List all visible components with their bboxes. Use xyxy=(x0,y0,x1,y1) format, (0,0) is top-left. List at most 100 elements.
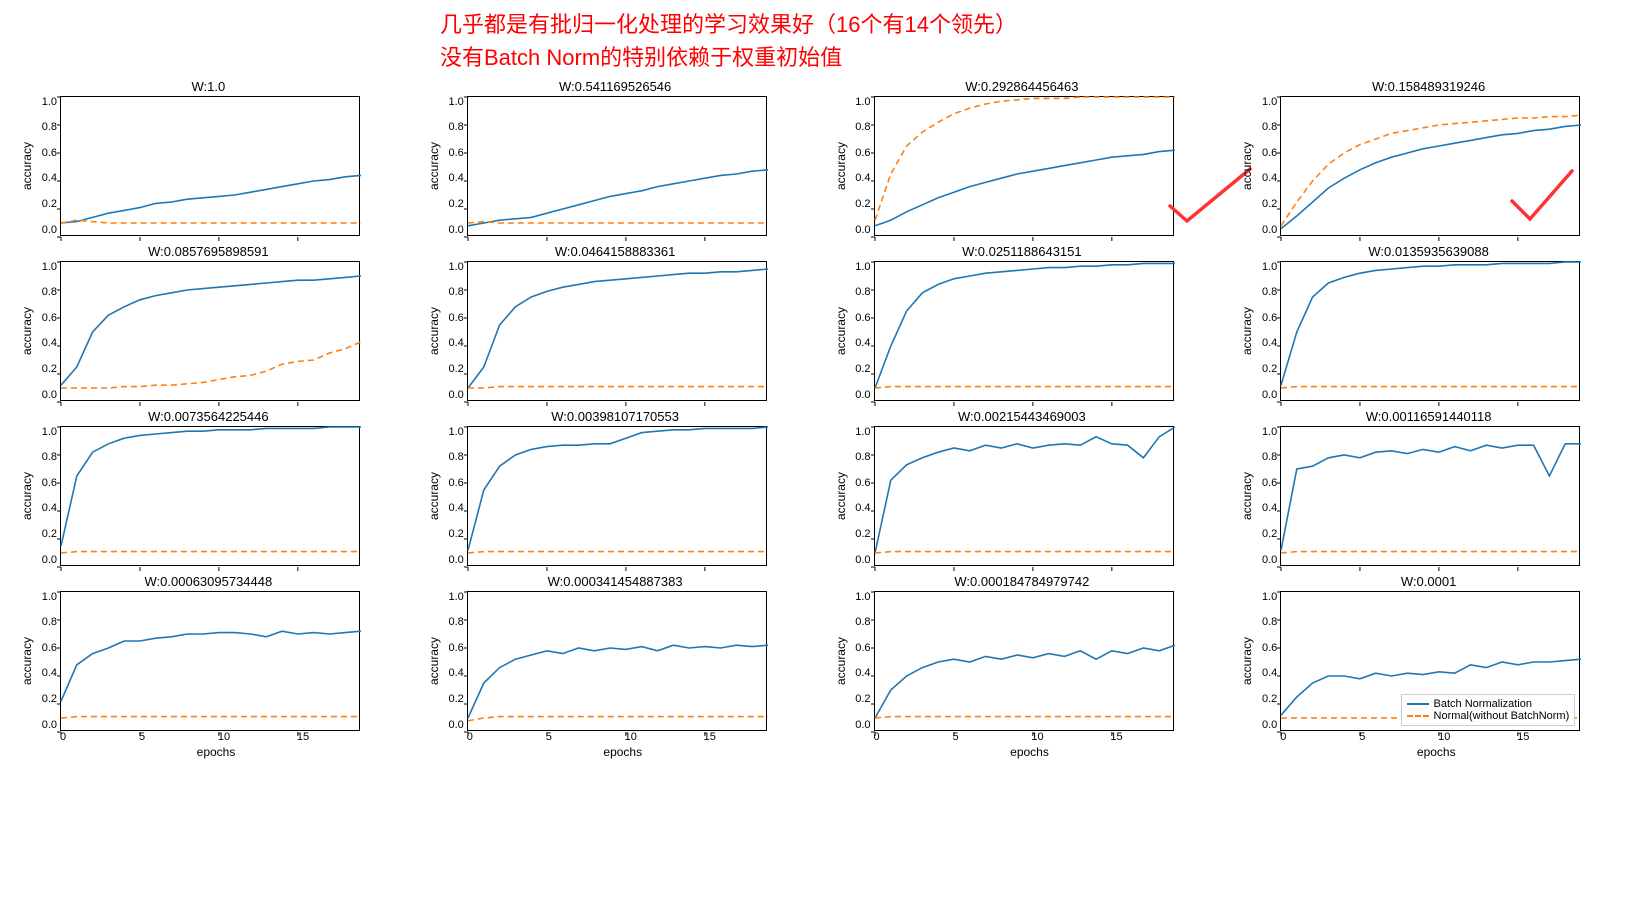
y-axis-label: accuracy xyxy=(427,637,441,685)
bn-line xyxy=(61,631,361,701)
plot-area xyxy=(60,96,360,236)
legend-bn-label: Batch Normalization xyxy=(1434,698,1532,710)
y-ticks: 1.00.80.60.40.20.0 xyxy=(36,426,60,566)
y-axis-label: accuracy xyxy=(834,307,848,355)
subplot-cell: W:0.541169526546 accuracy1.00.80.60.40.20… xyxy=(427,79,804,236)
subplot-title: W:0.0001 xyxy=(1240,574,1617,589)
subplot-title: W:0.0857695898591 xyxy=(20,244,397,259)
x-axis-label: epochs xyxy=(1286,745,1586,759)
y-ticks: 1.00.80.60.40.20.0 xyxy=(443,96,467,236)
subplot-cell: W:0.0464158883361 accuracy1.00.80.60.40.2… xyxy=(427,244,804,401)
bn-line xyxy=(1281,125,1581,229)
x-axis-label: epochs xyxy=(473,745,773,759)
y-axis-label: accuracy xyxy=(834,472,848,520)
y-axis-label: accuracy xyxy=(20,307,34,355)
normal-line xyxy=(875,716,1175,717)
y-ticks: 1.00.80.60.40.20.0 xyxy=(36,261,60,401)
subplot-title: W:0.292864456463 xyxy=(834,79,1211,94)
subplot-cell: W:0.0135935639088 accuracy1.00.80.60.40.2… xyxy=(1240,244,1617,401)
normal-line xyxy=(61,716,361,717)
plot-area xyxy=(60,591,360,731)
subplot-title: W:0.541169526546 xyxy=(427,79,804,94)
normal-line xyxy=(875,551,1175,552)
y-axis-label: accuracy xyxy=(427,472,441,520)
plot-area xyxy=(467,261,767,401)
x-ticks: 051015 xyxy=(1286,731,1586,745)
plot-area xyxy=(874,426,1174,566)
x-ticks: 051015 xyxy=(66,731,366,745)
y-axis-label: accuracy xyxy=(1240,142,1254,190)
subplot-cell: W:0.00116591440118accuracy1.00.80.60.40.… xyxy=(1240,409,1617,566)
subplot-title: W:0.158489319246 xyxy=(1240,79,1617,94)
y-axis-label: accuracy xyxy=(20,637,34,685)
y-ticks: 1.00.80.60.40.20.0 xyxy=(1256,96,1280,236)
subplot-title: W:0.00398107170553 xyxy=(427,409,804,424)
x-axis-label: epochs xyxy=(66,745,366,759)
subplot-cell: W:1.0accuracy1.00.80.60.40.20.0 xyxy=(20,79,397,236)
normal-line xyxy=(468,551,768,552)
subplot-title: W:0.00063095734448 xyxy=(20,574,397,589)
normal-line xyxy=(61,220,361,223)
y-ticks: 1.00.80.60.40.20.0 xyxy=(850,426,874,566)
y-ticks: 1.00.80.60.40.20.0 xyxy=(850,591,874,731)
y-ticks: 1.00.80.60.40.20.0 xyxy=(850,96,874,236)
subplot-cell: W:0.158489319246 accuracy1.00.80.60.40.20… xyxy=(1240,79,1617,236)
y-axis-label: accuracy xyxy=(20,142,34,190)
subplot-cell: W:0.292864456463 accuracy1.00.80.60.40.20… xyxy=(834,79,1211,236)
subplot-title: W:0.0464158883361 xyxy=(427,244,804,259)
bn-line xyxy=(468,645,768,718)
y-axis-label: accuracy xyxy=(1240,472,1254,520)
normal-line xyxy=(468,221,768,222)
y-axis-label: accuracy xyxy=(834,637,848,685)
bn-line xyxy=(1281,262,1581,385)
bn-line xyxy=(61,427,361,546)
y-axis-label: accuracy xyxy=(1240,637,1254,685)
y-ticks: 1.00.80.60.40.20.0 xyxy=(1256,261,1280,401)
y-ticks: 1.00.80.60.40.20.0 xyxy=(443,261,467,401)
normal-line xyxy=(61,551,361,552)
subplot-cell: W:0.0857695898591 accuracy1.00.80.60.40.2… xyxy=(20,244,397,401)
subplot-title: W:0.000341454887383 xyxy=(427,574,804,589)
normal-line xyxy=(61,341,361,387)
header-line-2: 没有Batch Norm的特别依赖于权重初始值 xyxy=(440,43,1617,74)
plot-area xyxy=(1280,426,1580,566)
x-ticks: 051015 xyxy=(880,731,1180,745)
bn-line xyxy=(875,427,1175,553)
plot-area xyxy=(467,591,767,731)
plot-area xyxy=(874,96,1174,236)
plot-area xyxy=(874,591,1174,731)
bn-line xyxy=(61,276,361,385)
subplot-title: W:0.0135935639088 xyxy=(1240,244,1617,259)
y-axis-label: accuracy xyxy=(20,472,34,520)
header-line-1: 几乎都是有批归一化处理的学习效果好（16个有14个领先） xyxy=(440,10,1617,41)
x-ticks: 051015 xyxy=(473,731,773,745)
subplot-cell: W:0.0251188643151accuracy1.00.80.60.40.2… xyxy=(834,244,1211,401)
y-ticks: 1.00.80.60.40.20.0 xyxy=(36,96,60,236)
y-axis-label: accuracy xyxy=(1240,307,1254,355)
plot-area xyxy=(1280,261,1580,401)
plot-area xyxy=(467,426,767,566)
normal-line xyxy=(875,97,1175,220)
normal-line xyxy=(875,386,1175,387)
plot-area xyxy=(1280,96,1580,236)
y-axis-label: accuracy xyxy=(427,307,441,355)
normal-line xyxy=(468,716,768,720)
subplot-cell: W:0.00215443469003accuracy1.00.80.60.40.… xyxy=(834,409,1211,566)
subplot-title: W:0.000184784979742 xyxy=(834,574,1211,589)
y-ticks: 1.00.80.60.40.20.0 xyxy=(443,591,467,731)
y-axis-label: accuracy xyxy=(834,142,848,190)
normal-line xyxy=(1281,551,1581,552)
plot-area: Batch NormalizationNormal(without BatchN… xyxy=(1280,591,1580,731)
subplot-cell: W:0.000184784979742 accuracy1.00.80.60.40… xyxy=(834,574,1211,759)
y-axis-label: accuracy xyxy=(427,142,441,190)
y-ticks: 1.00.80.60.40.20.0 xyxy=(443,426,467,566)
x-axis-label: epochs xyxy=(880,745,1180,759)
normal-line xyxy=(1281,386,1581,387)
subplot-title: W:0.00116591440118 xyxy=(1240,409,1617,424)
y-ticks: 1.00.80.60.40.20.0 xyxy=(1256,591,1280,731)
bn-line xyxy=(468,269,768,388)
legend: Batch NormalizationNormal(without BatchN… xyxy=(1401,694,1576,726)
y-ticks: 1.00.80.60.40.20.0 xyxy=(850,261,874,401)
plot-area xyxy=(60,426,360,566)
bn-line xyxy=(61,175,361,223)
